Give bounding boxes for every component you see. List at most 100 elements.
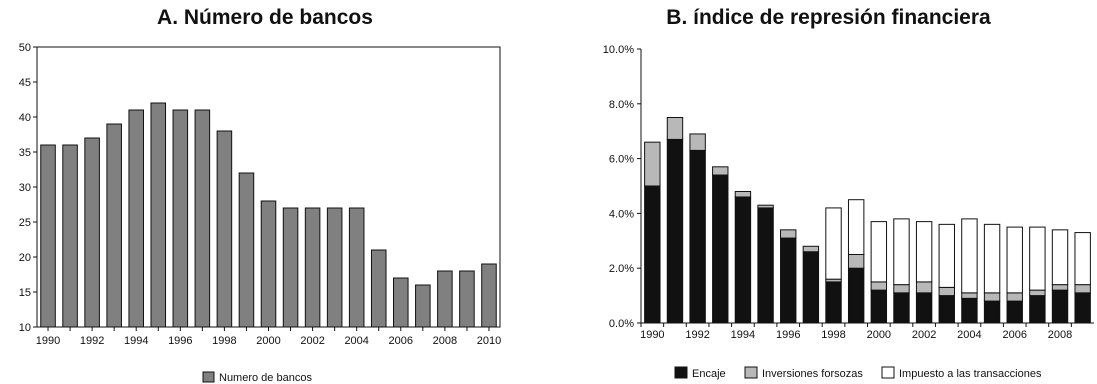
bar-segment xyxy=(1006,226,1023,294)
y-tick-label: 35 xyxy=(19,147,31,159)
legend-label: Impuesto a las transacciones xyxy=(899,368,1042,380)
bar-segment xyxy=(983,223,1001,294)
bar xyxy=(348,207,365,328)
bar-segment xyxy=(870,221,888,283)
bar xyxy=(216,130,233,328)
x-tick-label: 2008 xyxy=(433,335,457,347)
bar-segment xyxy=(938,223,955,288)
bar-segment xyxy=(1029,295,1046,324)
bar-segment xyxy=(893,284,910,294)
chart-a-title: A. Número de bancos xyxy=(157,6,373,29)
x-tick-label: 1994 xyxy=(124,335,148,347)
x-tick-label: 1994 xyxy=(731,329,755,341)
bar xyxy=(326,207,343,328)
legend-label: Numero de bancos xyxy=(219,372,312,384)
chart-panel-b: B. índice de represión financiera 0.0% 2.… xyxy=(560,0,1097,384)
x-tick-label: 2002 xyxy=(300,335,324,347)
bar-segment xyxy=(666,117,684,140)
x-tick-label: 1992 xyxy=(685,329,709,341)
legend-label: Encaje xyxy=(692,368,726,380)
legend: Numero de bancos xyxy=(202,371,312,384)
bar-segment xyxy=(847,199,865,255)
bar-segment xyxy=(802,245,820,253)
bar xyxy=(304,207,321,328)
chart-b-svg: 0.0% 2.0% 4.0% 6.0% 8.0% 10.0% 1990 1992 1994 199… xyxy=(603,44,1094,380)
bar-segment xyxy=(689,133,706,151)
x-tick-label: 2000 xyxy=(867,329,891,341)
bar-segment xyxy=(1006,292,1023,302)
bar xyxy=(415,284,431,328)
bar xyxy=(106,123,122,328)
bar-segment xyxy=(870,281,888,291)
y-tick-label: 20 xyxy=(19,252,31,264)
bar-segment xyxy=(1006,300,1023,324)
bar-segment xyxy=(1051,284,1069,291)
bar-segment xyxy=(1029,289,1046,297)
bar-segment xyxy=(757,207,774,324)
bar-segment xyxy=(780,229,797,239)
bar xyxy=(40,144,56,328)
bar xyxy=(172,109,189,328)
bar-segment xyxy=(1029,226,1046,291)
y-tick-label: 45 xyxy=(19,77,31,89)
bar-segment xyxy=(961,297,978,324)
bar-segment xyxy=(1074,292,1091,324)
legend: Encaje Inversiones forsozas Impuesto a las… xyxy=(674,366,1042,380)
legend-swatch xyxy=(202,371,215,383)
bar-segment xyxy=(712,166,729,176)
y-tick-label: 4.0% xyxy=(609,208,634,220)
bar-segment xyxy=(961,218,978,294)
bar-segment xyxy=(1051,289,1069,324)
bar xyxy=(393,277,409,328)
bar-segment xyxy=(734,190,752,198)
bar-segment xyxy=(689,149,706,324)
bar-segment xyxy=(983,292,1001,302)
bar-segment xyxy=(644,185,661,324)
bar xyxy=(238,172,255,328)
x-tick-label: 2000 xyxy=(256,335,280,347)
bar xyxy=(128,109,144,328)
y-tick-label: 50 xyxy=(19,42,31,54)
bar xyxy=(481,263,497,328)
bar-segment xyxy=(915,221,933,283)
chart-b-title: B. índice de represión financiera xyxy=(666,6,991,29)
x-tick-label: 1998 xyxy=(821,329,845,341)
x-tick-label: 2006 xyxy=(1002,329,1026,341)
y-tick-label: 8.0% xyxy=(609,99,634,111)
bar-segment xyxy=(1074,284,1091,294)
y-tick-label: 2.0% xyxy=(609,263,634,275)
bar-segment xyxy=(915,292,933,324)
bar-segment xyxy=(983,300,1001,324)
bar-segment xyxy=(666,138,684,324)
bar-segment xyxy=(938,286,955,297)
legend-swatch xyxy=(744,366,758,379)
x-tick-label: 1996 xyxy=(776,329,800,341)
bar-segment xyxy=(938,295,955,324)
x-tick-label: 1996 xyxy=(168,335,192,347)
bar xyxy=(150,102,167,328)
x-tick-label: 2002 xyxy=(912,329,936,341)
bar-segment xyxy=(825,207,842,280)
bar-segment xyxy=(847,254,865,269)
y-tick-label: 10.0% xyxy=(603,44,634,56)
x-tick-label: 2008 xyxy=(1048,329,1072,341)
bar xyxy=(437,270,453,328)
bar xyxy=(260,200,277,328)
chart-a-svg: 10 15 20 25 30 35 40 45 50 1990 1992 1994 1996 1998 20… xyxy=(19,42,501,384)
bar-segment xyxy=(712,174,729,324)
bar xyxy=(459,270,475,328)
x-tick-label: 1992 xyxy=(80,335,104,347)
y-tick-label: 40 xyxy=(19,112,31,124)
bar-segment xyxy=(780,237,797,324)
bar-segment xyxy=(1051,229,1069,286)
bar xyxy=(282,207,299,328)
x-tick-label: 2006 xyxy=(389,335,413,347)
y-tick-label: 15 xyxy=(19,287,31,299)
legend-swatch xyxy=(881,366,895,379)
bar-segment xyxy=(915,281,933,294)
x-tick-label: 2004 xyxy=(344,335,368,347)
bar-segment xyxy=(644,141,661,187)
bar-segment xyxy=(757,204,774,209)
chart-panel-a: A. Número de bancos 10 15 20 25 30 35 40 45 50 19… xyxy=(0,0,530,384)
bar-segment xyxy=(893,218,910,286)
